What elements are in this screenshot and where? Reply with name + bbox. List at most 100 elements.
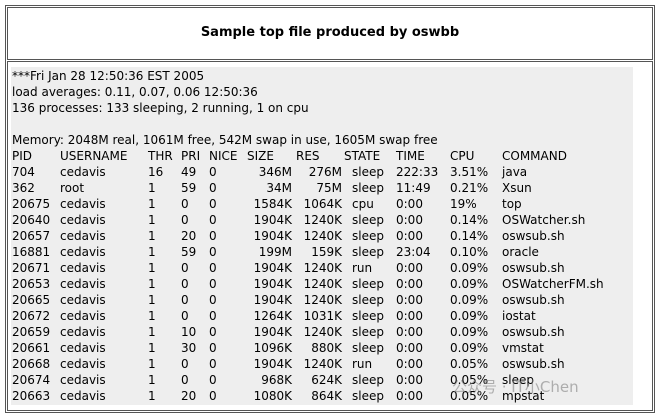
cell: 0:00 [396, 373, 423, 387]
cell: OSWatcherFM.sh [502, 277, 604, 291]
cell: 49 [181, 165, 197, 179]
cell: oswsub.sh [502, 357, 565, 371]
cell: 0:00 [396, 261, 423, 275]
cell: 20 [181, 229, 197, 243]
cell: 20675 [12, 197, 51, 211]
cell: 59 [181, 245, 197, 259]
cell: 0.05% [450, 389, 489, 403]
cell: 20659 [12, 325, 51, 339]
cell: oswsub.sh [502, 229, 565, 243]
cell: 0.09% [450, 309, 489, 323]
column-header: THR [148, 149, 173, 163]
cell: 624K [311, 373, 342, 387]
cell: 0:00 [396, 325, 423, 339]
cell: sleep [352, 213, 384, 227]
cell: sleep [352, 181, 384, 195]
cell: 20672 [12, 309, 51, 323]
cell: 20663 [12, 389, 51, 403]
cell: 1 [148, 357, 156, 371]
cell: cedavis [60, 261, 106, 275]
cell: run [352, 357, 373, 371]
cell: oswsub.sh [502, 325, 565, 339]
cell: 0 [209, 325, 217, 339]
cell: mpstat [502, 389, 545, 403]
cell: 23:04 [396, 245, 431, 259]
cell: cedavis [60, 373, 106, 387]
cell: 1080K [253, 389, 292, 403]
cell: 362 [12, 181, 35, 195]
cell: 0:00 [396, 357, 423, 371]
cell: cedavis [60, 229, 106, 243]
cell: cedavis [60, 341, 106, 355]
cell: 0 [181, 373, 189, 387]
watermark: 公众号 · IT小Chen [452, 378, 579, 396]
cell: 1904K [253, 229, 292, 243]
cell: 0:00 [396, 389, 423, 403]
cell: 880K [311, 341, 342, 355]
cell: 0.09% [450, 261, 489, 275]
cell: 1 [148, 277, 156, 291]
cell: 1904K [253, 357, 292, 371]
cell: 1264K [253, 309, 292, 323]
cell: 20640 [12, 213, 51, 227]
cell: 20671 [12, 261, 51, 275]
cell: cedavis [60, 213, 106, 227]
cell: 0.09% [450, 277, 489, 291]
cell: root [60, 181, 85, 195]
cell: 222:33 [396, 165, 439, 179]
cell: 1 [148, 341, 156, 355]
cell: 20665 [12, 293, 51, 307]
cell: 159K [311, 245, 342, 259]
cell: 1 [148, 229, 156, 243]
column-header: TIME [396, 149, 425, 163]
cell: run [352, 261, 373, 275]
cell: 1240K [303, 357, 342, 371]
cell: 0.09% [450, 341, 489, 355]
cell: 199M [258, 245, 292, 259]
memory: Memory: 2048M real, 1061M free, 542M swa… [12, 133, 438, 147]
cell: vmstat [502, 341, 544, 355]
cell: 0 [181, 309, 189, 323]
cell: 0 [209, 245, 217, 259]
load-averages: load averages: 0.11, 0.07, 0.06 12:50:36 [12, 85, 258, 99]
cell: 20661 [12, 341, 51, 355]
cell: 1096K [253, 341, 292, 355]
cell: cedavis [60, 309, 106, 323]
cell: cedavis [60, 277, 106, 291]
cell: 0 [209, 341, 217, 355]
cell: 0:00 [396, 293, 423, 307]
cell: 1 [148, 181, 156, 195]
cell: 1 [148, 389, 156, 403]
column-header: STATE [344, 149, 381, 163]
content-frame [7, 61, 653, 411]
cell: 0:00 [396, 213, 423, 227]
cell: 16 [148, 165, 164, 179]
cell: 0 [181, 197, 189, 211]
outer-frame [5, 5, 655, 413]
cell: 20 [181, 389, 197, 403]
cell: 0.05% [450, 373, 489, 387]
cell: 0 [209, 165, 217, 179]
cell: 1031K [303, 309, 342, 323]
cell: cedavis [60, 357, 106, 371]
timestamp: ***Fri Jan 28 12:50:36 EST 2005 [12, 69, 205, 83]
cell: 1240K [303, 277, 342, 291]
cell: sleep [352, 325, 384, 339]
cell: 0.09% [450, 293, 489, 307]
cell: 59 [181, 181, 197, 195]
cell: 0:00 [396, 277, 423, 291]
cell: 0 [181, 213, 189, 227]
cell: 0.09% [450, 325, 489, 339]
cell: 1904K [253, 261, 292, 275]
cell: sleep [352, 229, 384, 243]
cell: 0:00 [396, 229, 423, 243]
cell: sleep [502, 373, 534, 387]
cell: 1 [148, 245, 156, 259]
cell: sleep [352, 165, 384, 179]
cell: 0 [209, 357, 217, 371]
cell: 864K [311, 389, 342, 403]
cell: 1 [148, 213, 156, 227]
cell: 0.05% [450, 357, 489, 371]
cell: 0.21% [450, 181, 489, 195]
